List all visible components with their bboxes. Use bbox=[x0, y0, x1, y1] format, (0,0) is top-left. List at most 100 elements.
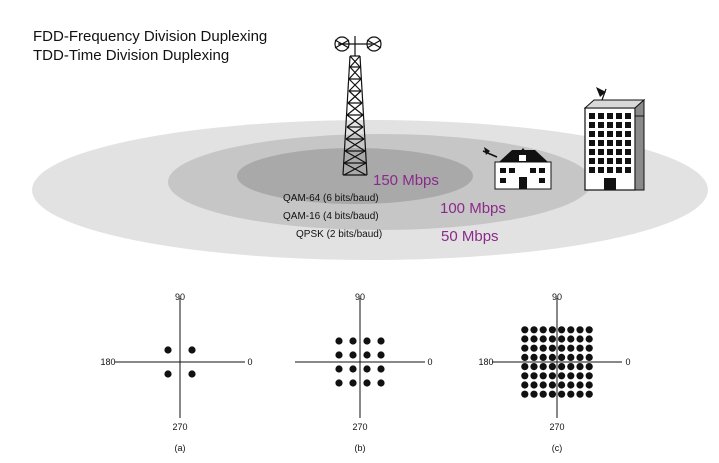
constellation-point bbox=[576, 335, 584, 343]
constellation-point bbox=[335, 365, 343, 373]
constellation-qpsk: 90 270 180 0 (a) bbox=[100, 292, 252, 453]
constellation-point bbox=[521, 326, 529, 334]
constellation-qam64: 90 270 180 0 (c) bbox=[478, 292, 630, 453]
rate-150-label: 150 Mbps bbox=[373, 172, 439, 189]
constellation-point bbox=[539, 390, 547, 398]
constellation-point bbox=[521, 335, 529, 343]
angle-label-left: 180 bbox=[478, 357, 493, 367]
constellation-point bbox=[521, 353, 529, 361]
constellation-point bbox=[539, 363, 547, 371]
constellation-point bbox=[377, 379, 385, 387]
constellation-point bbox=[576, 344, 584, 352]
rate-100-label: 100 Mbps bbox=[440, 200, 506, 217]
constellation-point bbox=[377, 351, 385, 359]
constellation-point bbox=[567, 363, 575, 371]
constellation-point bbox=[530, 344, 538, 352]
constellation-point bbox=[521, 390, 529, 398]
constellation-point bbox=[558, 344, 566, 352]
constellation-point bbox=[349, 379, 357, 387]
constellation-point bbox=[335, 379, 343, 387]
constellation-point bbox=[548, 381, 557, 389]
qpsk-label: QPSK (2 bits/baud) bbox=[296, 229, 382, 240]
fdd-heading: FDD-Frequency Division Duplexing bbox=[33, 28, 268, 45]
constellation-point bbox=[530, 326, 538, 334]
tdd-heading: TDD-Time Division Duplexing bbox=[33, 47, 230, 64]
constellation-point bbox=[548, 335, 557, 343]
qam64-label: QAM-64 (6 bits/baud) bbox=[283, 193, 379, 204]
constellation-point bbox=[335, 351, 343, 359]
constellation-point bbox=[576, 363, 584, 371]
constellation-point bbox=[576, 372, 584, 380]
constellation-point bbox=[567, 326, 575, 334]
constellation-point bbox=[164, 346, 172, 354]
constellation-point bbox=[558, 353, 566, 361]
angle-label-right: 0 bbox=[247, 357, 252, 367]
constellation-point bbox=[558, 363, 566, 371]
angle-label-top: 90 bbox=[355, 292, 365, 302]
rate-50-label: 50 Mbps bbox=[441, 228, 499, 245]
constellation-point bbox=[576, 381, 584, 389]
constellation-point bbox=[585, 353, 593, 361]
constellation-point bbox=[521, 372, 529, 380]
constellation-point bbox=[558, 381, 566, 389]
constellation-point bbox=[521, 363, 529, 371]
angle-label-left: 180 bbox=[100, 357, 115, 367]
angle-label-top: 90 bbox=[175, 292, 185, 302]
constellation-point bbox=[548, 363, 557, 371]
angle-label-right: 0 bbox=[625, 357, 630, 367]
angle-label-bottom: 270 bbox=[549, 422, 564, 432]
constellation-point bbox=[539, 353, 547, 361]
constellation-point bbox=[530, 353, 538, 361]
constellation-point bbox=[539, 326, 547, 334]
constellation-point bbox=[363, 337, 371, 345]
constellation-point bbox=[349, 337, 357, 345]
constellation-point bbox=[363, 379, 371, 387]
house-icon bbox=[482, 147, 552, 190]
constellation-point bbox=[576, 326, 584, 334]
constellation-point bbox=[377, 365, 385, 373]
constellation-point bbox=[539, 381, 547, 389]
office-building-icon bbox=[583, 87, 646, 191]
constellation-point bbox=[567, 353, 575, 361]
constellation-point bbox=[585, 326, 593, 334]
constellation-point bbox=[335, 337, 343, 345]
constellation-point bbox=[576, 353, 584, 361]
constellation-point bbox=[558, 372, 566, 380]
constellation-point bbox=[585, 390, 593, 398]
constellation-point bbox=[363, 365, 371, 373]
constellation-point bbox=[530, 390, 538, 398]
angle-label-top: 90 bbox=[552, 292, 562, 302]
constellation-point bbox=[530, 363, 538, 371]
coverage-zone-qam64 bbox=[237, 148, 473, 204]
constellation-point bbox=[585, 363, 593, 371]
constellation-point bbox=[585, 344, 593, 352]
constellation-point bbox=[363, 351, 371, 359]
cell-tower-icon bbox=[334, 36, 382, 176]
constellation-point bbox=[567, 381, 575, 389]
constellation-point bbox=[521, 344, 529, 352]
constellation-point bbox=[539, 344, 547, 352]
constellation-point bbox=[567, 390, 575, 398]
constellation-point bbox=[548, 353, 557, 361]
constellation-point bbox=[539, 335, 547, 343]
constellation-point bbox=[576, 390, 584, 398]
constellation-point bbox=[558, 326, 566, 334]
constellation-point bbox=[585, 381, 593, 389]
constellation-point bbox=[521, 381, 529, 389]
constellation-point bbox=[548, 344, 557, 352]
constellation-point bbox=[548, 326, 557, 334]
constellation-point bbox=[567, 344, 575, 352]
constellation-point bbox=[530, 372, 538, 380]
angle-label-right: 0 bbox=[427, 357, 432, 367]
constellation-point bbox=[567, 335, 575, 343]
figure-caption: (a) bbox=[175, 443, 186, 453]
angle-label-bottom: 270 bbox=[172, 422, 187, 432]
qam16-label: QAM-16 (4 bits/baud) bbox=[283, 211, 379, 222]
constellation-point bbox=[188, 346, 196, 354]
constellation-point bbox=[548, 372, 557, 380]
constellation-point bbox=[349, 351, 357, 359]
constellation-point bbox=[539, 372, 547, 380]
angle-label-bottom: 270 bbox=[352, 422, 367, 432]
